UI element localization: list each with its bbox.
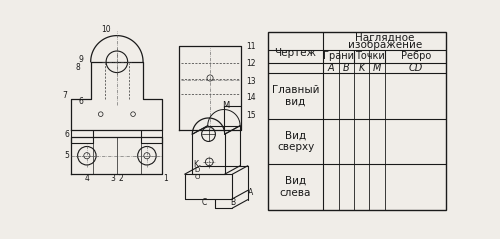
Text: Вид
слева: Вид слева [280, 176, 311, 198]
Text: 12: 12 [246, 59, 256, 68]
Text: Ребро: Ребро [400, 51, 431, 61]
Text: B: B [343, 63, 349, 73]
Text: M: M [373, 63, 382, 73]
Text: 6: 6 [78, 97, 83, 106]
Text: 15: 15 [246, 111, 256, 120]
Text: 1: 1 [163, 174, 168, 183]
Text: 14: 14 [246, 93, 256, 103]
Text: D: D [194, 167, 200, 173]
Text: Чертеж: Чертеж [274, 48, 316, 58]
Text: 3: 3 [110, 174, 116, 183]
Text: O: O [194, 174, 200, 179]
Text: M: M [222, 101, 230, 110]
Text: A: A [328, 63, 334, 73]
Text: 8: 8 [76, 63, 80, 72]
Text: 10: 10 [101, 25, 110, 34]
Text: B: B [230, 198, 235, 207]
Text: K: K [193, 160, 198, 169]
Text: 9: 9 [78, 55, 83, 64]
Text: 4: 4 [84, 174, 89, 183]
Text: 2: 2 [118, 174, 123, 183]
Text: 7: 7 [62, 91, 67, 100]
Text: A: A [248, 188, 252, 197]
Text: K: K [358, 63, 365, 73]
Text: Главный
вид: Главный вид [272, 85, 320, 107]
Text: 5: 5 [64, 151, 70, 160]
Text: 11: 11 [246, 42, 256, 51]
Text: CD: CD [408, 63, 423, 73]
Text: 13: 13 [246, 76, 256, 86]
Text: Точки: Точки [354, 51, 384, 61]
Text: Грани: Грани [323, 51, 354, 61]
Bar [268, 32, 446, 210]
Text: 6: 6 [64, 130, 70, 139]
Text: C: C [202, 198, 207, 207]
Text: изображение: изображение [348, 40, 422, 50]
Text: Наглядное: Наглядное [355, 33, 414, 43]
Text: Вид
сверху: Вид сверху [277, 131, 314, 152]
